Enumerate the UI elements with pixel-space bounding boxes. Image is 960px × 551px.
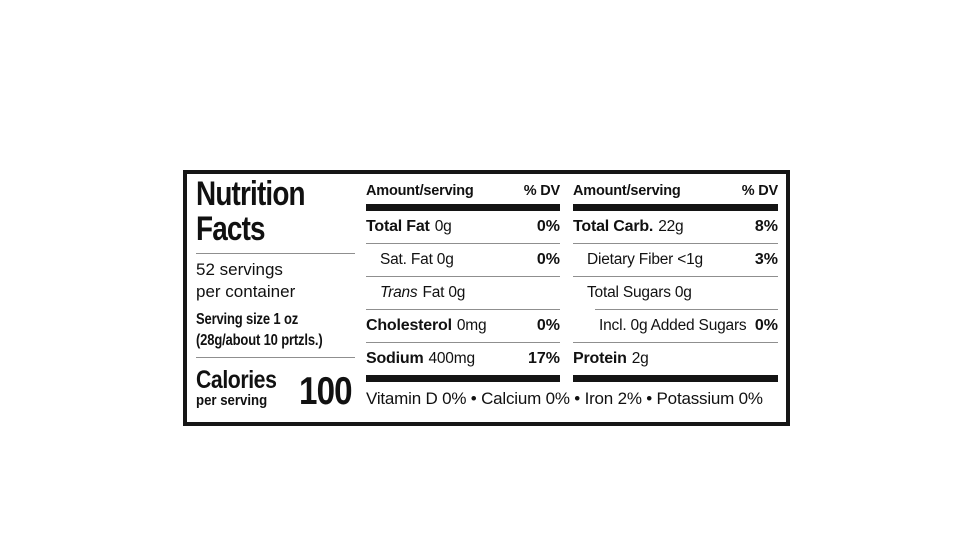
nutrient-name-bold: Total Carb. <box>573 218 654 235</box>
row-added-sugars: Incl. 0g Added Sugars 0% <box>573 310 778 342</box>
serving-size-line1: Serving size 1 oz <box>196 311 299 328</box>
nutrient-dv: 0% <box>536 218 560 235</box>
servings-per-container: 52 servings per container <box>196 259 355 303</box>
label-left-column: Nutrition Facts 52 servings per containe… <box>196 177 355 417</box>
vitamins-footnote: Vitamin D 0% • Calcium 0% • Iron 2% • Po… <box>366 388 763 408</box>
divider <box>366 342 560 343</box>
nutrient-column-carb-protein: Amount/serving % DV Total Carb. 22g 8% Di… <box>573 179 778 382</box>
label-nutrient-area: Amount/serving % DV Total Fat 0g 0% Sat. … <box>366 179 778 417</box>
nutrient-column-fat-sodium: Amount/serving % DV Total Fat 0g 0% Sat. … <box>366 179 560 382</box>
servings-line2: per container <box>196 282 296 301</box>
nutrient-name: Total Carb. 22g <box>573 218 684 236</box>
nutrient-columns: Amount/serving % DV Total Fat 0g 0% Sat. … <box>366 179 778 382</box>
column-header-dv: % DV <box>523 183 560 199</box>
row-dietary-fiber: Dietary Fiber <1g 3% <box>573 244 778 276</box>
serving-size-line2: (28g/about 10 prtzls.) <box>196 332 323 349</box>
row-trans-fat: Trans Fat 0g <box>366 277 560 309</box>
nutrient-dv: 17% <box>527 350 560 367</box>
nutrient-name: Incl. 0g Added Sugars <box>599 317 747 334</box>
column-header: Amount/serving % DV <box>366 179 560 202</box>
nutrient-name: Dietary Fiber <1g <box>587 251 703 268</box>
divider <box>573 243 778 244</box>
nutrient-dv: 0% <box>536 317 560 334</box>
row-protein: Protein 2g <box>573 343 778 375</box>
nutrient-amount: 0mg <box>456 317 487 334</box>
nutrient-name: Sodium 400mg <box>366 350 475 368</box>
nutrient-amount: 0g <box>434 218 452 235</box>
divider <box>366 309 560 310</box>
thick-bar <box>573 375 778 382</box>
divider <box>595 309 778 310</box>
nutrient-name: Cholesterol 0mg <box>366 317 487 335</box>
nutrient-dv: 0% <box>754 317 778 334</box>
nutrient-dv: 8% <box>754 218 778 235</box>
nutrient-name-bold: Protein <box>573 350 627 367</box>
divider <box>196 357 355 358</box>
row-total-sugars: Total Sugars 0g <box>573 277 778 309</box>
row-total-carb: Total Carb. 22g 8% <box>573 211 778 243</box>
nutrition-facts-label: Nutrition Facts 52 servings per containe… <box>183 170 790 426</box>
divider <box>573 342 778 343</box>
divider <box>196 253 355 254</box>
nutrient-name-italic: Trans <box>380 284 418 301</box>
divider <box>573 276 778 277</box>
label-title-line1: Nutrition <box>196 175 306 213</box>
column-header-amount: Amount/serving <box>366 183 474 199</box>
thick-bar <box>573 204 778 211</box>
servings-line1: 52 servings <box>196 260 283 279</box>
nutrient-name-bold: Cholesterol <box>366 317 452 334</box>
calories-sublabel: per serving <box>196 392 268 409</box>
label-title: Nutrition Facts <box>196 177 326 247</box>
divider <box>366 276 560 277</box>
divider <box>366 243 560 244</box>
row-sat-fat: Sat. Fat 0g 0% <box>366 244 560 276</box>
nutrient-name: Sat. Fat 0g <box>380 251 454 268</box>
calories-value: 100 <box>298 370 353 413</box>
calories-block: Calories per serving 100 <box>196 366 355 413</box>
nutrient-dv: 3% <box>754 251 778 268</box>
nutrient-name: Total Fat 0g <box>366 218 452 236</box>
nutrient-amount: 22g <box>658 218 684 235</box>
calories-label: Calories <box>196 366 277 394</box>
thick-bar <box>366 375 560 382</box>
row-sodium: Sodium 400mg 17% <box>366 343 560 375</box>
nutrient-name: Total Sugars 0g <box>587 284 692 301</box>
row-cholesterol: Cholesterol 0mg 0% <box>366 310 560 342</box>
column-header-amount: Amount/serving <box>573 183 681 199</box>
nutrient-name: Protein 2g <box>573 350 649 368</box>
row-total-fat: Total Fat 0g 0% <box>366 211 560 243</box>
nutrient-amount: 2g <box>631 350 649 367</box>
nutrient-dv: 0% <box>536 251 560 268</box>
nutrient-name-bold: Total Fat <box>366 218 430 235</box>
column-header: Amount/serving % DV <box>573 179 778 202</box>
thick-bar <box>366 204 560 211</box>
nutrient-amount: 400mg <box>428 350 475 367</box>
calories-label-block: Calories per serving <box>196 366 291 410</box>
nutrient-amount: Fat 0g <box>422 284 466 301</box>
column-header-dv: % DV <box>741 183 778 199</box>
nutrient-name: Trans Fat 0g <box>366 284 465 302</box>
nutrient-name-bold: Sodium <box>366 350 424 367</box>
serving-size: Serving size 1 oz (28g/about 10 prtzls.) <box>196 309 330 351</box>
label-title-line2: Facts <box>196 210 266 248</box>
